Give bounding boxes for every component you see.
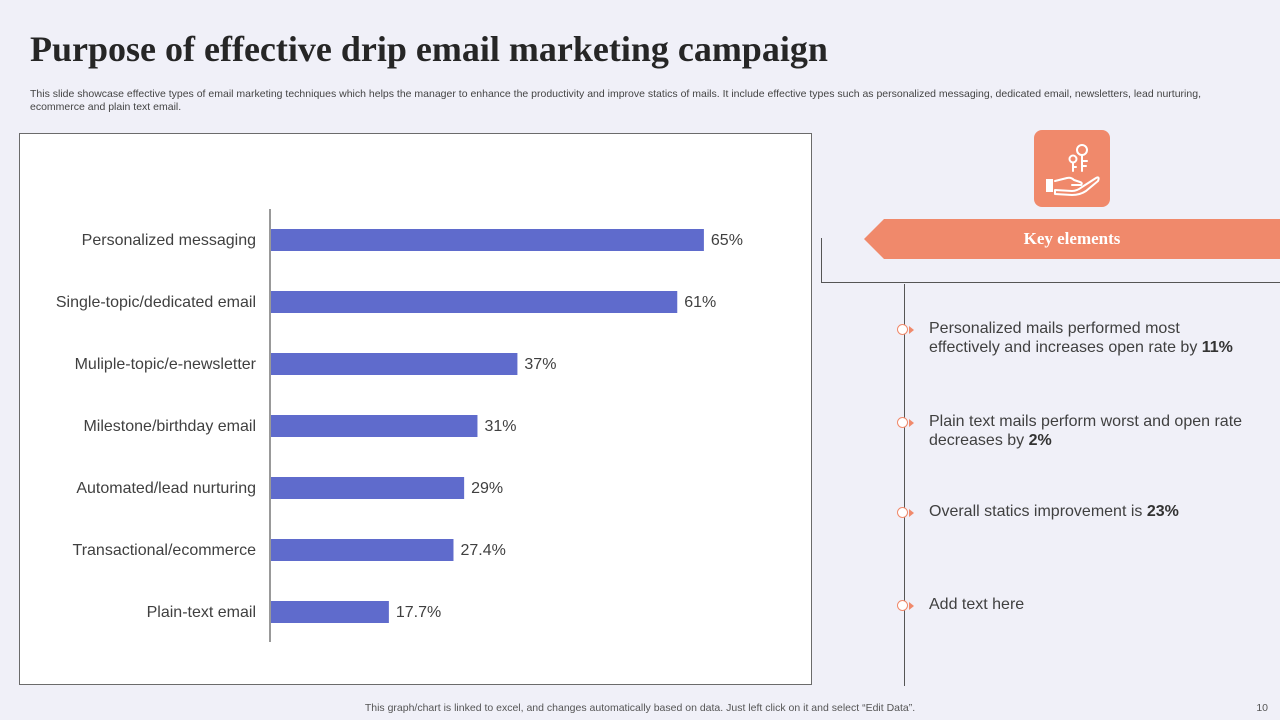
bar[interactable] <box>271 477 465 499</box>
data-label: 37% <box>524 356 556 373</box>
bar[interactable] <box>271 601 389 623</box>
category-label: Plain-text email <box>147 604 256 621</box>
data-label: 17.7% <box>396 604 441 621</box>
bar[interactable] <box>271 229 704 251</box>
bar[interactable] <box>271 353 518 375</box>
chart-panel[interactable]: Personalized messaging 65% Single-topic/de… <box>19 133 812 685</box>
bullet-marker-icon <box>897 417 914 428</box>
category-label: Muliple-topic/e-newsletter <box>75 356 257 373</box>
bar-chart[interactable]: Personalized messaging 65% Single-topic/de… <box>20 134 811 684</box>
data-label: 27.4% <box>460 542 505 559</box>
data-label: 65% <box>711 232 743 249</box>
key-elements-heading: Key elements <box>1023 229 1121 248</box>
bullet-marker-icon <box>897 324 914 335</box>
data-label: 31% <box>484 418 516 435</box>
category-label: Single-topic/dedicated email <box>56 294 256 311</box>
key-point-text: Add text here <box>929 596 1025 613</box>
slide-subtitle: This slide showcase effective types of e… <box>30 88 1201 113</box>
bar[interactable] <box>271 291 678 313</box>
key-elements-icon-tile <box>1034 130 1110 207</box>
bullet-marker-icon <box>897 507 914 518</box>
category-label: Transactional/ecommerce <box>73 542 257 559</box>
data-label: 61% <box>684 294 716 311</box>
slide-title: Purpose of effective drip email marketin… <box>30 29 828 69</box>
category-label: Automated/lead nurturing <box>76 480 256 497</box>
key-elements-banner: Key elements <box>864 219 1280 259</box>
data-label: 29% <box>471 480 503 497</box>
page-number: 10 <box>1256 702 1268 714</box>
key-point-text: Personalized mails performed most effect… <box>929 320 1233 356</box>
key-point-text: Plain text mails perform worst and open … <box>929 413 1243 449</box>
key-in-hand-icon <box>1046 144 1100 196</box>
category-label: Personalized messaging <box>82 232 256 249</box>
bar[interactable] <box>271 415 478 437</box>
footer-note: This graph/chart is linked to excel, and… <box>364 702 916 714</box>
key-point-text: Overall statics improvement is 23% <box>929 503 1179 520</box>
category-label: Milestone/birthday email <box>83 418 256 435</box>
key-elements-frame <box>821 238 1280 283</box>
bar[interactable] <box>271 539 454 561</box>
key-elements-timeline <box>904 284 905 686</box>
bullet-marker-icon <box>897 600 914 611</box>
